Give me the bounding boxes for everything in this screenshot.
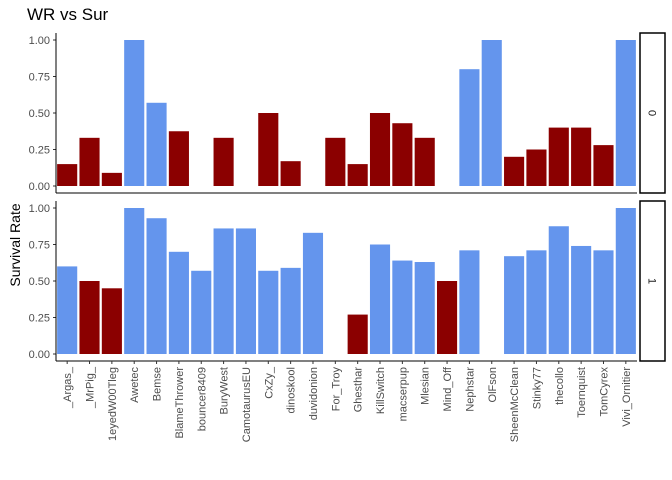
bar-Ghesthar [347,314,368,354]
facet-panel-0: 0.00 0.25 0.50 0.75 1.00 0 [29,32,666,194]
x-tick-label: macserpup [397,367,409,421]
x-tick-label: _MrPig_ [85,366,97,409]
x-tick-label: BuryWest [219,367,231,414]
bar-Mlesian [414,262,435,354]
bar-Vivi_Ornitier [615,208,636,354]
x-tick-label: KillSwitch [375,367,387,414]
bar-Bemse [146,102,167,186]
bar-dinoskool [280,267,301,354]
x-tick-label: Toernquist [576,367,588,418]
y-axis-label: Survival Rate [7,203,23,286]
bar-Mind_Off [437,281,458,354]
bar-CxZy_ [258,113,279,186]
x-tick-label: Vivi_Ornitier [621,367,633,427]
bar-BlameThrower [168,251,189,354]
bar-macserpup [392,260,413,354]
bar-_Argas_ [57,266,78,354]
x-tick-label: dinoskool [286,367,298,413]
bar-Bemse [146,218,167,354]
x-tick-label: duvidonion [308,367,320,420]
bar-SheenMcClean [504,156,525,186]
bar-BuryWest [213,137,234,186]
x-tick-label: Nephstar [464,367,476,412]
bar-TomCyrex [593,250,614,354]
bar-thecollo [548,127,569,186]
x-tick-label: OlFson [487,367,499,402]
bar-1eyedW00Tleg [101,288,122,354]
y-tick-label: 0.75 [29,72,50,84]
y-tick-label: 0.75 [29,240,50,252]
y-tick-label: 0.50 [29,108,50,120]
bar-CxZy_ [258,270,279,354]
bar-Nephstar [459,250,480,354]
x-tick-label: 1eyedW00Tleg [107,367,119,441]
x-tick-label: BlameThrower [174,367,186,439]
bar-1eyedW00Tleg [101,172,122,186]
x-tick-label: TomCyrex [598,367,610,417]
x-tick-label: Bemse [152,367,164,401]
facet-strip-label: 1 [646,278,658,284]
bar-Mlesian [414,137,435,186]
bar-Nephstar [459,69,480,186]
x-tick-label: thecollo [554,367,566,405]
facet-strip [639,200,666,362]
y-tick-label: 0.50 [29,276,50,288]
bar-CamotaurusEU [235,228,256,354]
bar-macserpup [392,123,413,186]
x-tick-label: CamotaurusEU [241,367,253,442]
bar-_Argas_ [57,164,78,186]
bar-dinoskool [280,161,301,186]
bar-BuryWest [213,228,234,354]
bar-_MrPig_ [79,281,100,354]
bar-For_Troy [325,137,346,186]
y-tick-label: 1.00 [29,35,50,47]
bar-BlameThrower [168,131,189,186]
x-tick-label: Mlesian [420,367,432,405]
bar-Vivi_Ornitier [615,40,636,186]
chart-title: WR vs Sur [27,5,109,24]
bar-Stinky77 [526,149,547,186]
bar-KillSwitch [369,244,391,354]
bar-SheenMcClean [504,256,525,354]
bar-Awetec [124,208,145,354]
bar-Toernquist [571,245,592,354]
x-tick-label: Mind_Off [442,366,454,411]
x-tick-label: CxZy_ [263,366,275,399]
bar-Awetec [124,40,145,186]
x-tick-label: SheenMcClean [509,367,521,442]
x-tick-label: Awetec [129,367,141,403]
y-tick-label: 0.00 [29,181,50,193]
bar-KillSwitch [369,113,391,186]
x-tick-label: _Argas_ [62,366,74,409]
bar-thecollo [548,226,569,354]
x-tick-label: bouncer8409 [196,367,208,431]
bar-bouncer8409 [191,270,212,354]
y-tick-label: 0.25 [29,313,50,325]
bar-Ghesthar [347,164,368,186]
x-tick-label: For_Troy [330,367,342,412]
bar-OlFson [481,40,502,186]
bar-Toernquist [571,127,592,186]
facet-panel-1: 0.00 0.25 0.50 0.75 1.00 1 [29,200,666,362]
bar-duvidonion [302,232,324,354]
facet-strip [639,32,666,194]
y-tick-label: 0.00 [29,349,50,361]
y-tick-label: 1.00 [29,203,50,215]
bar-TomCyrex [593,145,614,186]
bar-Stinky77 [526,250,547,354]
y-tick-label: 0.25 [29,145,50,157]
x-tick-label: Stinky77 [531,367,543,409]
x-tick-label: Ghesthar [353,367,365,413]
bar-_MrPig_ [79,137,100,186]
facet-strip-label: 0 [646,110,658,116]
